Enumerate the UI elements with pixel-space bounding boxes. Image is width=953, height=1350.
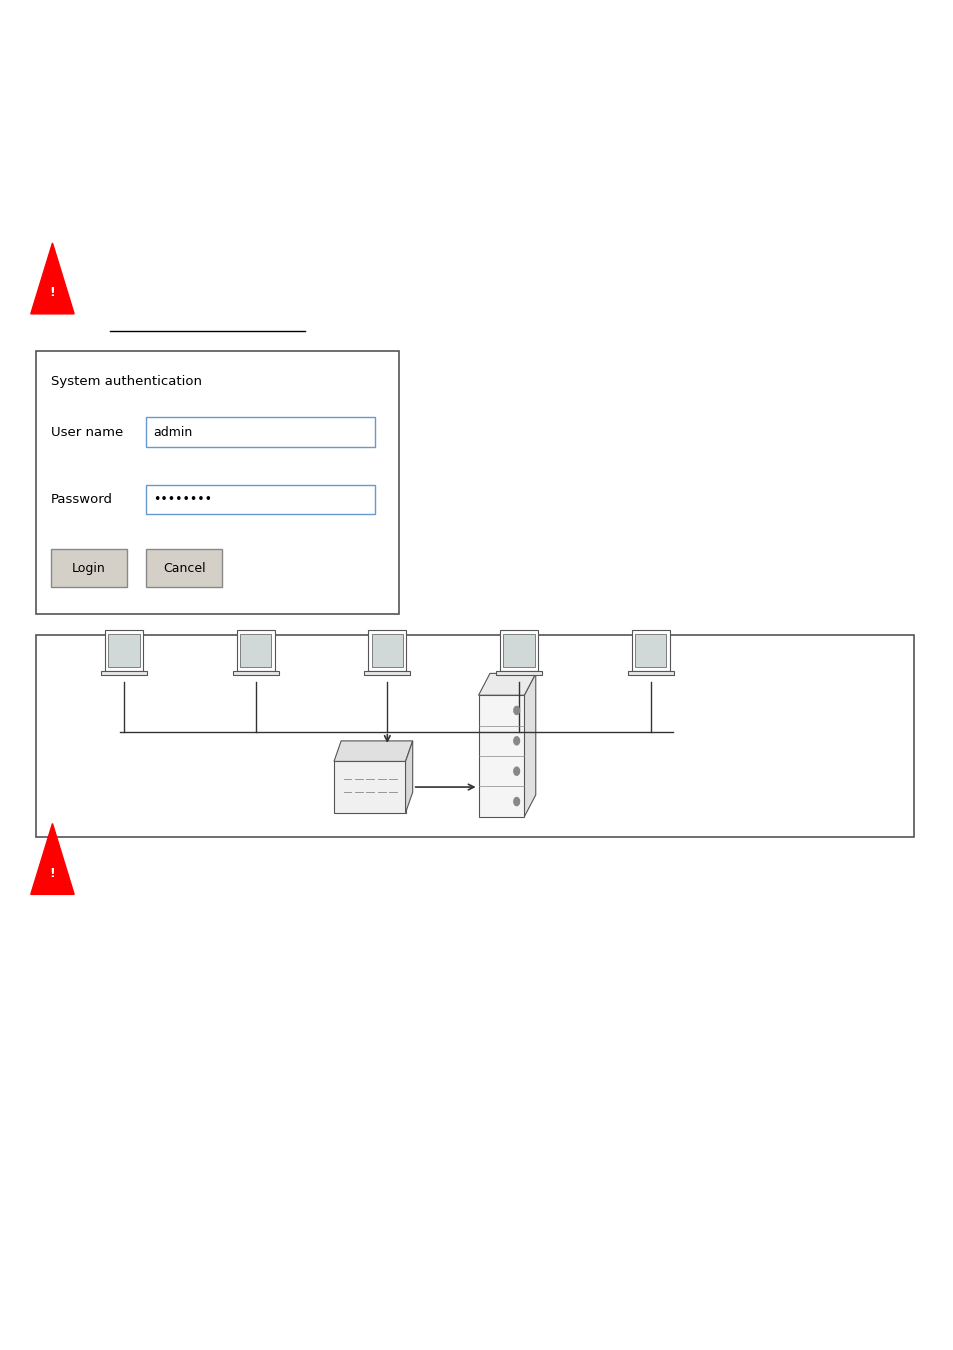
Circle shape bbox=[514, 767, 519, 775]
Circle shape bbox=[514, 737, 519, 745]
Polygon shape bbox=[233, 671, 278, 675]
Text: !: ! bbox=[50, 286, 55, 300]
Text: Cancel: Cancel bbox=[163, 562, 205, 575]
Polygon shape bbox=[334, 761, 405, 813]
Text: ••••••••: •••••••• bbox=[153, 493, 213, 506]
FancyBboxPatch shape bbox=[51, 549, 127, 587]
Polygon shape bbox=[405, 741, 413, 813]
Polygon shape bbox=[627, 671, 673, 675]
FancyBboxPatch shape bbox=[478, 695, 524, 817]
Polygon shape bbox=[496, 671, 541, 675]
Text: !: ! bbox=[50, 867, 55, 880]
Circle shape bbox=[514, 706, 519, 714]
Polygon shape bbox=[101, 671, 147, 675]
FancyBboxPatch shape bbox=[36, 634, 913, 837]
Polygon shape bbox=[30, 824, 74, 895]
Text: admin: admin bbox=[153, 425, 193, 439]
Polygon shape bbox=[240, 634, 271, 667]
FancyBboxPatch shape bbox=[36, 351, 398, 614]
Polygon shape bbox=[499, 629, 537, 671]
Polygon shape bbox=[109, 634, 139, 667]
Polygon shape bbox=[30, 243, 74, 315]
Polygon shape bbox=[503, 634, 535, 667]
Polygon shape bbox=[372, 634, 402, 667]
Polygon shape bbox=[635, 634, 666, 667]
Text: System authentication: System authentication bbox=[51, 375, 201, 389]
Polygon shape bbox=[236, 629, 274, 671]
Circle shape bbox=[514, 798, 519, 806]
Polygon shape bbox=[368, 629, 406, 671]
Polygon shape bbox=[105, 629, 143, 671]
Text: Password: Password bbox=[51, 493, 112, 506]
Text: Login: Login bbox=[71, 562, 106, 575]
Polygon shape bbox=[364, 671, 410, 675]
Polygon shape bbox=[334, 741, 413, 761]
Text: User name: User name bbox=[51, 425, 123, 439]
Polygon shape bbox=[524, 674, 536, 817]
Polygon shape bbox=[631, 629, 669, 671]
FancyBboxPatch shape bbox=[146, 485, 375, 514]
FancyBboxPatch shape bbox=[146, 417, 375, 447]
FancyBboxPatch shape bbox=[146, 549, 222, 587]
Polygon shape bbox=[478, 674, 536, 695]
